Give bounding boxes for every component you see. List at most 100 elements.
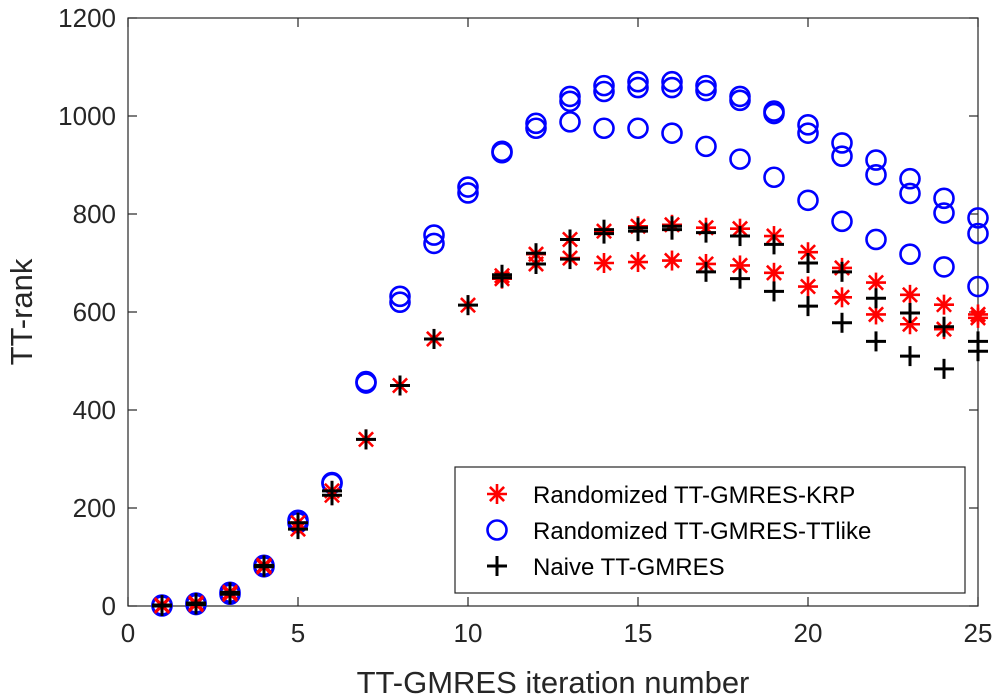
x-axis-title: TT-GMRES iteration number xyxy=(357,665,750,699)
data-point xyxy=(968,331,988,352)
y-tick-label: 600 xyxy=(73,297,116,327)
data-point xyxy=(730,226,750,247)
data-point xyxy=(764,234,784,255)
data-point xyxy=(968,304,988,325)
data-point xyxy=(559,111,581,133)
data-point xyxy=(457,182,479,204)
data-point xyxy=(763,100,785,122)
data-point xyxy=(627,70,649,93)
data-point xyxy=(933,187,955,210)
data-point xyxy=(491,140,513,163)
data-point xyxy=(627,76,649,99)
x-tick-label: 0 xyxy=(121,618,135,648)
y-tick-label: 1200 xyxy=(58,3,116,33)
data-point xyxy=(967,207,989,229)
data-point xyxy=(865,149,887,171)
data-point xyxy=(832,287,852,308)
data-point xyxy=(526,243,546,264)
data-point xyxy=(866,331,886,352)
data-point xyxy=(356,429,376,450)
data-point xyxy=(934,316,954,337)
data-point xyxy=(492,264,512,285)
y-tick-label: 0 xyxy=(102,591,116,621)
data-point xyxy=(423,224,445,246)
data-point xyxy=(390,375,410,396)
data-point xyxy=(627,117,649,140)
data-point xyxy=(933,202,955,224)
y-axis-title: TT-rank xyxy=(4,258,39,365)
series-plus xyxy=(152,216,988,616)
y-tick-label: 800 xyxy=(73,199,116,229)
data-point xyxy=(695,74,717,97)
legend-label: Randomized TT-GMRES-TTlike xyxy=(533,518,871,545)
data-point xyxy=(763,166,785,189)
x-tick-label: 20 xyxy=(794,618,823,648)
y-tick-label: 1000 xyxy=(58,101,116,131)
data-point xyxy=(220,582,240,603)
data-point xyxy=(628,252,648,273)
data-point xyxy=(798,296,818,317)
data-point xyxy=(831,145,853,167)
data-point xyxy=(696,222,716,243)
data-point xyxy=(764,281,784,302)
legend-marker xyxy=(487,556,507,576)
data-point xyxy=(865,164,887,186)
data-point xyxy=(593,74,615,97)
data-point xyxy=(628,217,648,238)
y-tick-label: 400 xyxy=(73,395,116,425)
data-point xyxy=(900,346,920,367)
data-point xyxy=(865,228,887,251)
data-point xyxy=(661,122,683,144)
data-point xyxy=(594,253,614,273)
data-point xyxy=(832,261,852,282)
data-point xyxy=(695,135,717,158)
data-point xyxy=(661,70,683,93)
data-point xyxy=(798,253,818,273)
legend-label: Naive TT-GMRES xyxy=(533,554,725,581)
data-point xyxy=(730,268,750,289)
data-point xyxy=(831,210,853,233)
data-point xyxy=(934,294,954,315)
data-point xyxy=(832,312,852,333)
data-point xyxy=(797,122,819,144)
x-tick-label: 15 xyxy=(624,618,653,648)
legend-marker xyxy=(487,484,507,504)
data-point xyxy=(457,176,479,198)
data-point xyxy=(967,275,989,298)
y-tick-label: 200 xyxy=(73,493,116,523)
data-points xyxy=(151,70,989,617)
data-point xyxy=(593,117,615,140)
data-point xyxy=(186,593,206,614)
data-point xyxy=(525,112,547,135)
legend: Randomized TT-GMRES-KRP Randomized TT-GMR… xyxy=(454,466,966,594)
data-point xyxy=(866,288,886,309)
data-point xyxy=(798,276,818,297)
data-point xyxy=(254,555,274,576)
legend-marker xyxy=(486,519,508,541)
data-point xyxy=(559,85,581,108)
axes: 0 5 10 15 20 25 0 200 400 600 800 1000 1200 xyxy=(58,3,992,648)
data-point xyxy=(560,229,580,250)
data-point xyxy=(389,285,411,308)
data-point xyxy=(593,80,615,103)
data-point xyxy=(967,222,989,245)
data-point xyxy=(662,250,682,271)
data-point xyxy=(899,182,921,205)
legend-box xyxy=(454,466,966,594)
data-point xyxy=(594,219,614,240)
data-point xyxy=(322,480,342,501)
data-point xyxy=(831,132,853,154)
data-point xyxy=(560,249,580,270)
x-tick-label: 25 xyxy=(964,618,993,648)
data-point xyxy=(797,189,819,212)
data-point xyxy=(661,76,683,99)
x-tick-label: 5 xyxy=(291,618,305,648)
data-point xyxy=(424,328,444,349)
data-point xyxy=(797,114,819,136)
data-point xyxy=(423,232,445,255)
data-point xyxy=(696,261,716,282)
data-point xyxy=(900,302,920,323)
data-point xyxy=(288,512,308,533)
legend-label: Randomized TT-GMRES-KRP xyxy=(533,482,855,509)
